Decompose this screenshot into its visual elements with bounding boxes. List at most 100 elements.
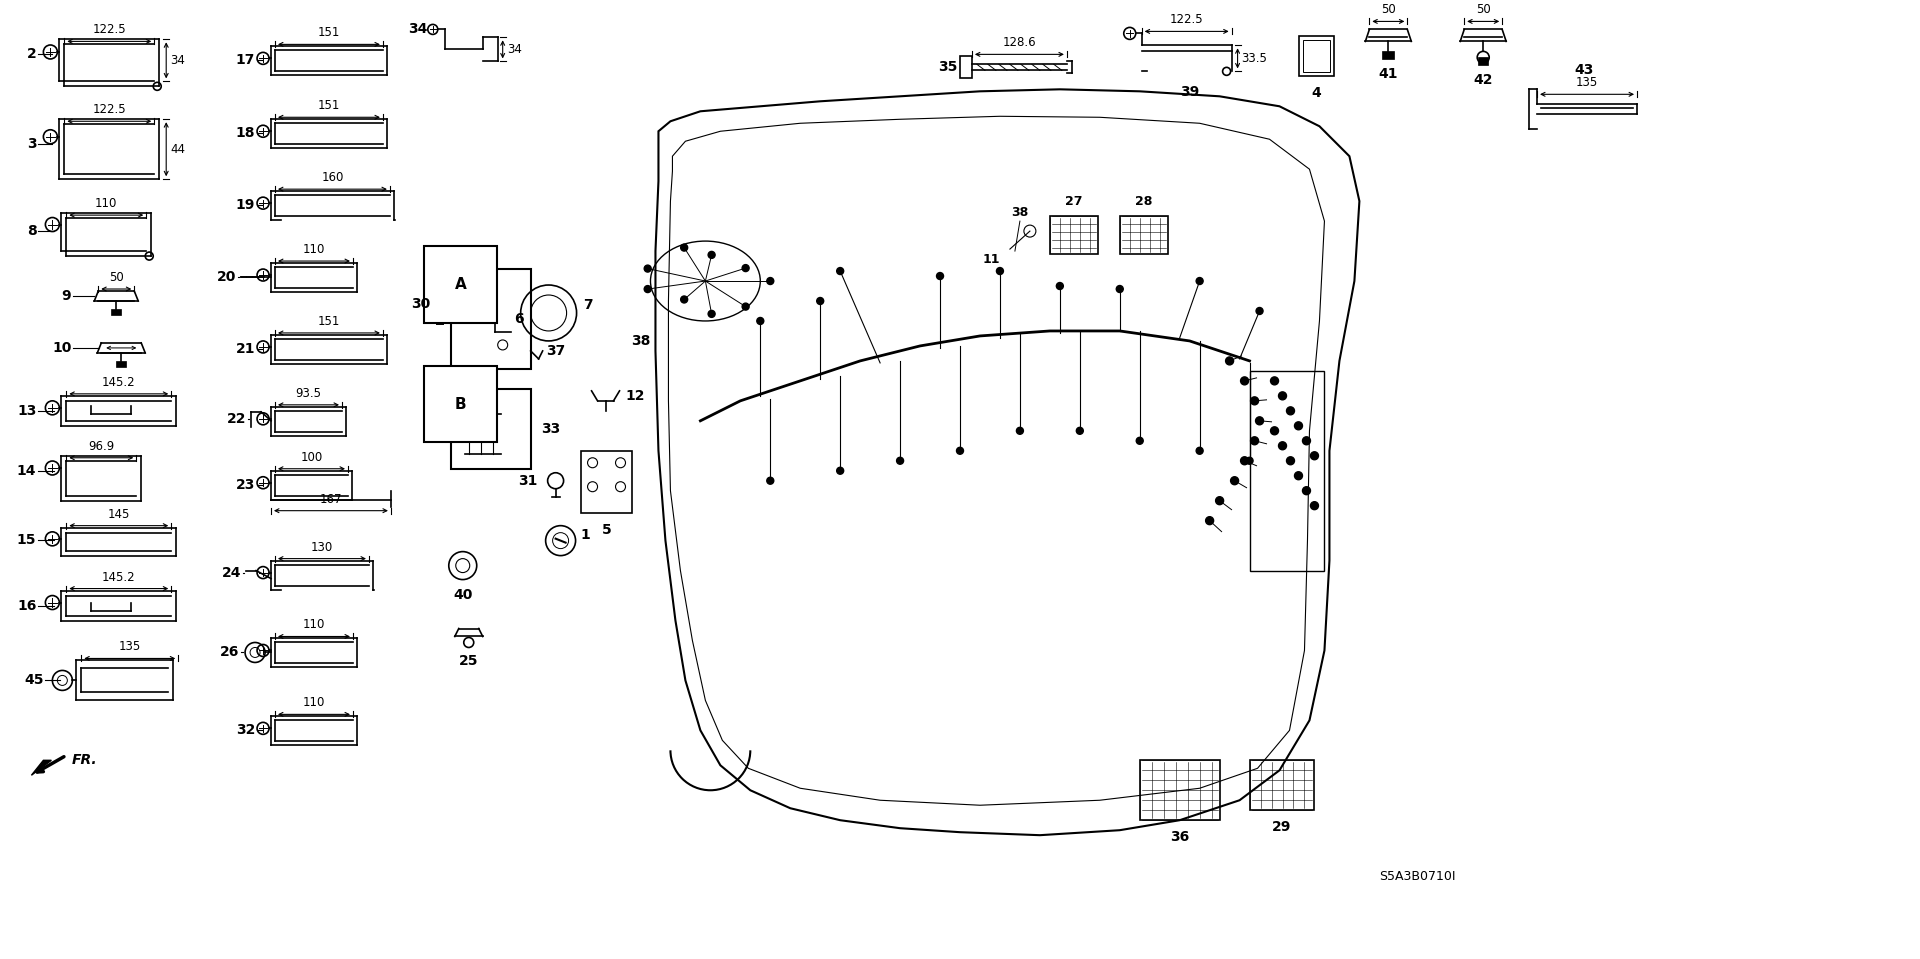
Text: 50: 50 — [109, 271, 123, 284]
Circle shape — [766, 277, 774, 285]
Text: 25: 25 — [459, 654, 478, 668]
Text: 28: 28 — [1135, 195, 1152, 208]
Circle shape — [1294, 422, 1302, 430]
Circle shape — [816, 297, 824, 305]
Text: 135: 135 — [1576, 77, 1597, 89]
Text: 8: 8 — [27, 224, 36, 238]
Text: 1: 1 — [580, 527, 589, 542]
Text: 33: 33 — [541, 422, 561, 435]
Text: 122.5: 122.5 — [1169, 13, 1204, 27]
Circle shape — [1116, 286, 1123, 292]
Circle shape — [837, 268, 843, 274]
Bar — [1250, 371, 1325, 571]
Text: 7: 7 — [584, 298, 593, 312]
Text: A: A — [455, 277, 467, 292]
Circle shape — [1286, 407, 1294, 415]
Circle shape — [1256, 417, 1263, 425]
Text: 41: 41 — [1379, 67, 1398, 82]
Circle shape — [1016, 428, 1023, 434]
Circle shape — [1250, 397, 1258, 405]
Text: 145.2: 145.2 — [102, 376, 136, 388]
Circle shape — [1250, 436, 1258, 445]
Text: 4: 4 — [1311, 86, 1321, 101]
Text: 19: 19 — [236, 199, 255, 212]
Circle shape — [1302, 487, 1311, 495]
Polygon shape — [960, 57, 972, 79]
Text: 135: 135 — [119, 641, 140, 653]
Text: 6: 6 — [515, 312, 524, 326]
Polygon shape — [31, 760, 52, 775]
Circle shape — [1077, 428, 1083, 434]
Text: 36: 36 — [1169, 830, 1188, 844]
Text: 38: 38 — [1012, 206, 1029, 219]
Text: 50: 50 — [1380, 4, 1396, 16]
Text: 100: 100 — [300, 451, 323, 464]
Polygon shape — [1382, 52, 1394, 59]
Text: 42: 42 — [1473, 73, 1494, 87]
Text: 167: 167 — [321, 493, 342, 505]
Bar — [451, 388, 530, 469]
Bar — [1140, 760, 1219, 820]
Text: 20: 20 — [217, 270, 236, 284]
Text: 122.5: 122.5 — [92, 104, 127, 116]
Text: 151: 151 — [319, 100, 340, 112]
Text: 44: 44 — [171, 143, 184, 155]
Text: B: B — [455, 397, 467, 411]
Text: 22: 22 — [227, 411, 246, 426]
Circle shape — [1196, 447, 1204, 455]
Text: 15: 15 — [17, 532, 36, 547]
Text: FR.: FR. — [71, 754, 98, 767]
Circle shape — [937, 272, 943, 279]
Text: 39: 39 — [1181, 85, 1200, 100]
Circle shape — [1215, 497, 1223, 504]
Circle shape — [682, 245, 687, 251]
Circle shape — [1196, 277, 1204, 285]
Text: 37: 37 — [545, 344, 564, 358]
Circle shape — [1206, 517, 1213, 525]
Text: 32: 32 — [236, 723, 255, 737]
Text: 34: 34 — [171, 54, 184, 67]
Circle shape — [1246, 457, 1254, 464]
Circle shape — [1302, 436, 1311, 445]
Circle shape — [1225, 357, 1233, 365]
Circle shape — [1294, 472, 1302, 480]
Text: 34: 34 — [507, 43, 522, 56]
Text: 34: 34 — [409, 22, 428, 36]
Circle shape — [1056, 283, 1064, 290]
Text: 128.6: 128.6 — [1002, 36, 1037, 49]
Text: 45: 45 — [23, 673, 44, 688]
Text: 23: 23 — [236, 478, 255, 492]
Text: 9: 9 — [61, 289, 71, 303]
Polygon shape — [1478, 58, 1488, 65]
Text: 151: 151 — [319, 315, 340, 328]
Bar — [1304, 40, 1331, 72]
Text: 160: 160 — [321, 171, 344, 184]
Text: 96.9: 96.9 — [88, 440, 115, 453]
Bar — [580, 451, 632, 513]
Text: 29: 29 — [1271, 820, 1292, 834]
Text: 122.5: 122.5 — [92, 23, 127, 36]
Text: 110: 110 — [96, 198, 117, 210]
Text: 12: 12 — [626, 388, 645, 403]
Bar — [1050, 216, 1098, 254]
Text: 145.2: 145.2 — [102, 571, 136, 584]
Bar — [1119, 216, 1167, 254]
Circle shape — [1137, 437, 1142, 444]
Text: 11: 11 — [983, 253, 1000, 266]
Circle shape — [1311, 502, 1319, 509]
Text: 18: 18 — [236, 127, 255, 140]
Text: 35: 35 — [937, 60, 956, 75]
Text: 14: 14 — [17, 464, 36, 478]
Text: 21: 21 — [236, 342, 255, 356]
Circle shape — [708, 251, 714, 258]
Circle shape — [1286, 456, 1294, 465]
Circle shape — [645, 286, 651, 292]
Text: 13: 13 — [17, 404, 36, 418]
Text: 38: 38 — [632, 334, 651, 348]
Text: 110: 110 — [303, 696, 324, 710]
Circle shape — [766, 478, 774, 484]
Circle shape — [682, 296, 687, 303]
Text: 50: 50 — [1476, 4, 1490, 16]
Text: 5: 5 — [601, 523, 611, 537]
Text: 16: 16 — [17, 598, 36, 613]
